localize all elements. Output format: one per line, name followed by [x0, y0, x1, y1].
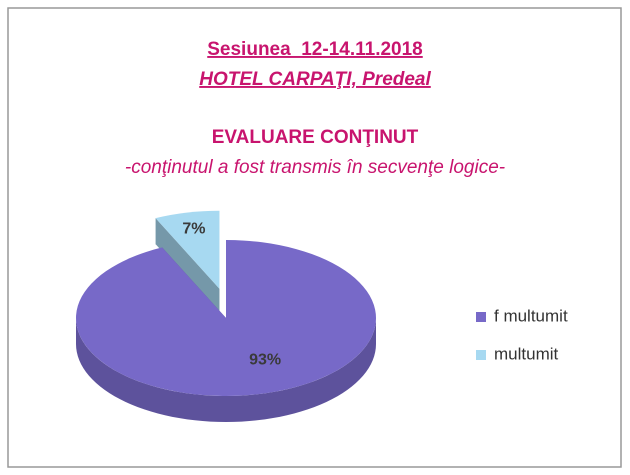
legend-label: multumit: [494, 344, 559, 363]
chart-title: Sesiunea 12-14.11.2018: [207, 39, 423, 60]
slice: [155, 210, 220, 289]
data-label: 7%: [182, 221, 205, 238]
legend-swatch: [476, 312, 486, 322]
pie: 93% 7%: [75, 210, 377, 422]
chart-caption: -conţinutul a fost transmis în secvenţe …: [125, 157, 505, 178]
chart-subtitle: HOTEL CARPAŢI, Predeal: [199, 69, 431, 90]
chart-heading: EVALUARE CONŢINUT: [212, 127, 419, 148]
legend: f multumit multumit: [476, 306, 568, 363]
slice-wall: [155, 218, 220, 315]
legend-swatch: [476, 350, 486, 360]
legend-label: f multumit: [494, 306, 568, 325]
data-label: 93%: [249, 351, 281, 368]
slice-side: [76, 318, 376, 422]
slice: [75, 240, 377, 396]
